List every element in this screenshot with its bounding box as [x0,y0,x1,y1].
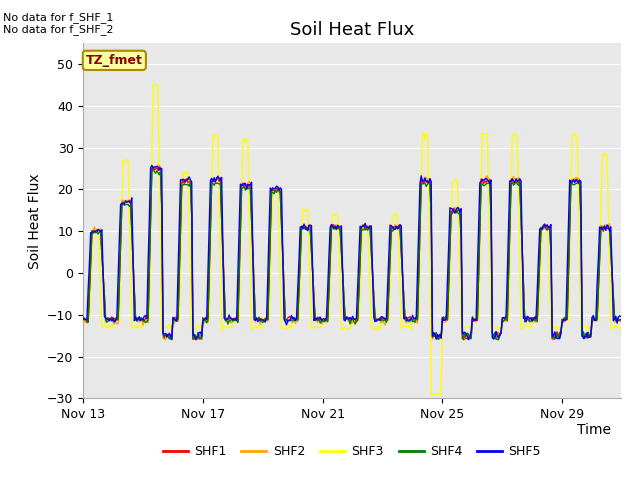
SHF1 [191,336,199,342]
Line: SHF2: SHF2 [83,165,621,340]
SHF4 [392,224,400,229]
SHF3 [150,82,158,87]
SHF2 [495,329,502,335]
SHF3 [455,222,463,228]
SHF3 [575,192,582,198]
SHF2 [550,337,557,343]
SHF5 [454,205,461,211]
SHF2 [79,318,87,324]
SHF5 [617,313,625,319]
SHF5 [79,317,87,323]
SHF1 [79,314,87,320]
SHF5 [496,333,504,338]
SHF4 [120,203,128,208]
Title: Soil Heat Flux: Soil Heat Flux [290,21,414,39]
SHF4 [575,180,582,186]
SHF3 [428,391,435,397]
SHF5 [575,180,582,185]
SHF2 [454,205,461,211]
Line: SHF1: SHF1 [83,167,621,339]
SHF4 [617,317,625,323]
SHF2 [154,162,162,168]
SHF3 [392,211,400,216]
SHF4 [149,166,157,171]
Y-axis label: Soil Heat Flux: Soil Heat Flux [28,173,42,269]
SHF2 [506,223,514,229]
SHF1 [575,179,582,184]
SHF5 [465,337,472,343]
SHF3 [120,158,128,164]
SHF2 [575,176,582,181]
SHF1 [496,331,504,336]
SHF3 [79,317,87,323]
Line: SHF3: SHF3 [83,84,621,394]
SHF5 [507,179,515,184]
SHF1 [156,164,163,170]
SHF5 [120,201,128,207]
SHF1 [394,225,401,230]
SHF3 [507,193,515,199]
SHF1 [120,200,128,205]
Text: No data for f_SHF_2: No data for f_SHF_2 [3,24,114,35]
SHF3 [617,326,625,332]
SHF4 [507,181,515,187]
SHF5 [392,223,400,229]
X-axis label: Time: Time [577,423,611,437]
SHF4 [79,315,87,321]
SHF1 [617,317,625,323]
SHF4 [454,208,461,214]
SHF4 [460,337,467,343]
SHF1 [507,178,515,183]
Line: SHF5: SHF5 [83,166,621,340]
SHF1 [455,207,463,213]
Text: No data for f_SHF_1: No data for f_SHF_1 [3,12,113,23]
SHF4 [496,332,504,337]
SHF3 [496,324,504,329]
Line: SHF4: SHF4 [83,168,621,340]
SHF2 [617,318,625,324]
Legend: SHF1, SHF2, SHF3, SHF4, SHF5: SHF1, SHF2, SHF3, SHF4, SHF5 [158,440,546,463]
SHF2 [392,224,400,229]
SHF2 [120,198,128,204]
Text: TZ_fmet: TZ_fmet [86,54,143,67]
SHF5 [148,163,156,168]
